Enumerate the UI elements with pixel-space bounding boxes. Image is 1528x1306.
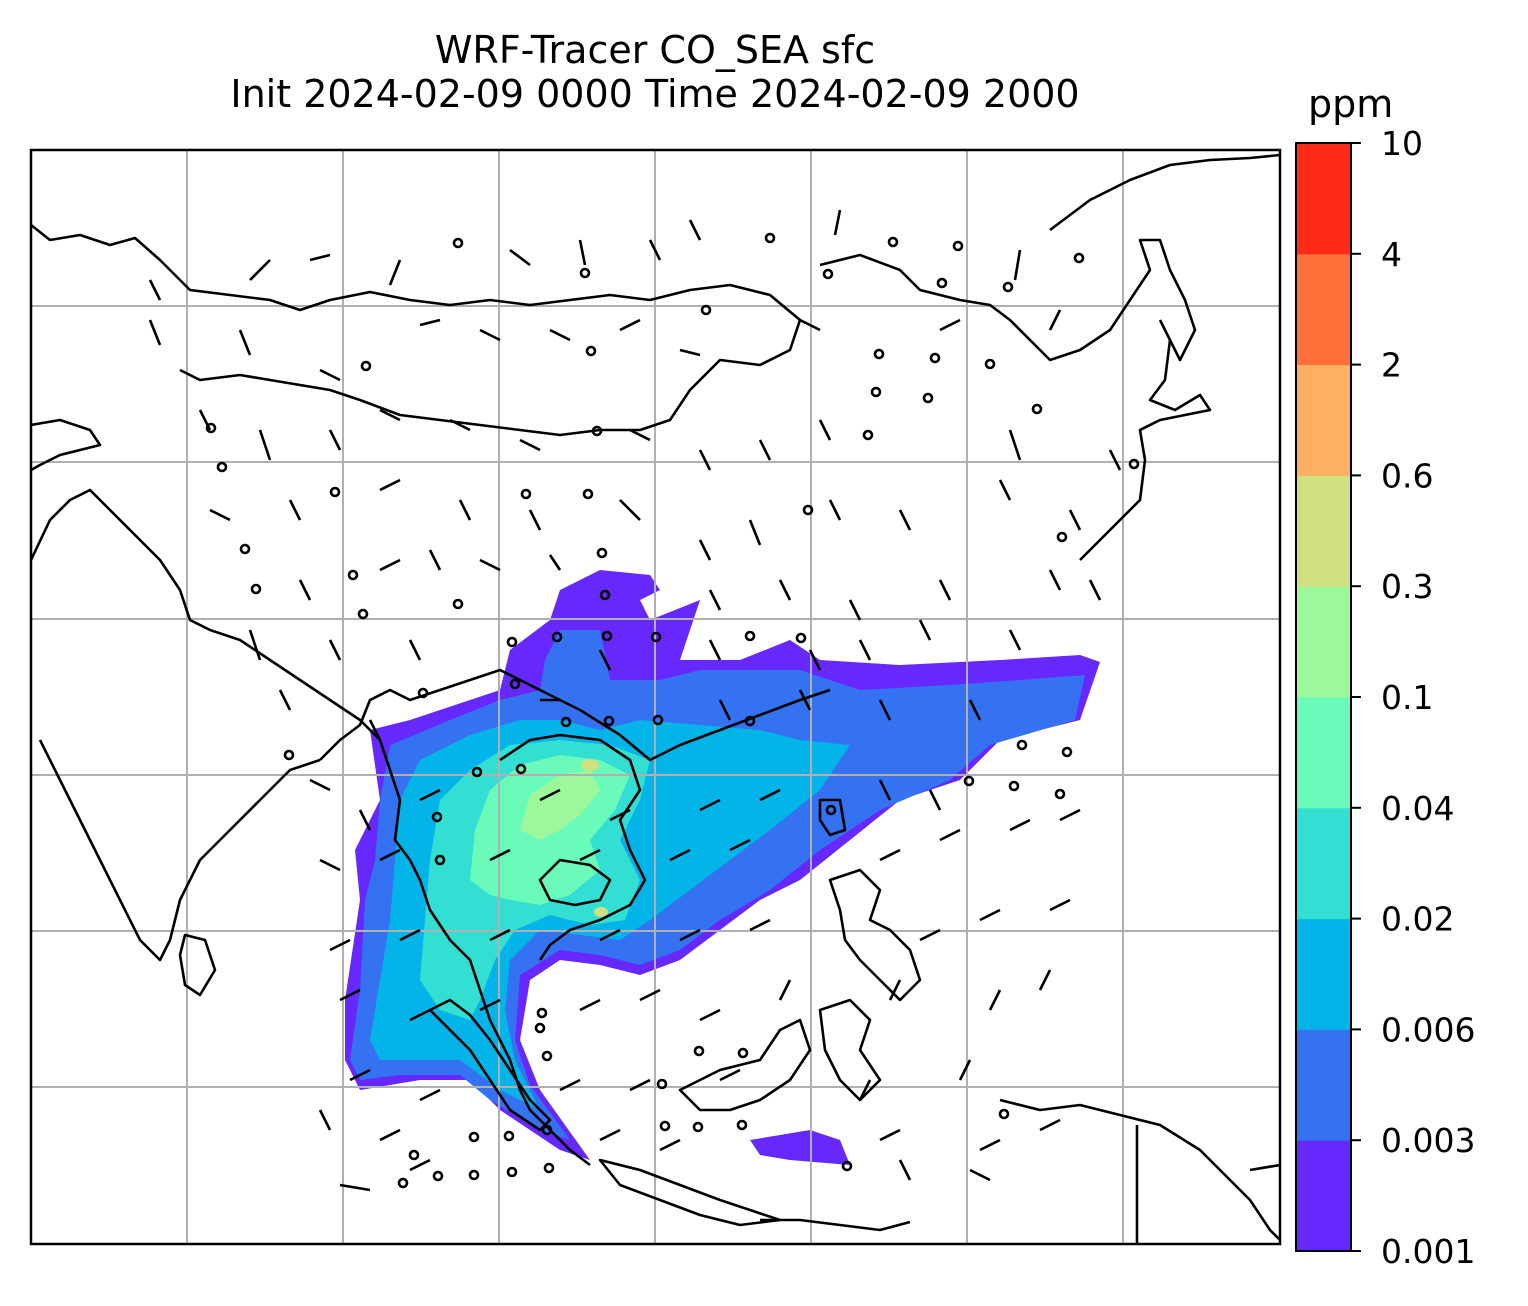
coastlines bbox=[31, 153, 1280, 1244]
title-line-1: WRF-Tracer CO_SEA sfc bbox=[434, 28, 876, 72]
title-line-2: Init 2024-02-09 0000 Time 2024-02-09 200… bbox=[230, 72, 1080, 116]
gridlines bbox=[31, 150, 1280, 1244]
co-plume-layer-6 bbox=[520, 759, 608, 917]
calm-wind-markers bbox=[205, 232, 1140, 1189]
map-frame bbox=[29, 148, 1282, 1246]
colorbar-units: ppm bbox=[1308, 82, 1394, 126]
wind-barbs bbox=[148, 209, 1172, 1192]
chart-title: WRF-Tracer CO_SEA sfc Init 2024-02-09 00… bbox=[0, 28, 1310, 116]
